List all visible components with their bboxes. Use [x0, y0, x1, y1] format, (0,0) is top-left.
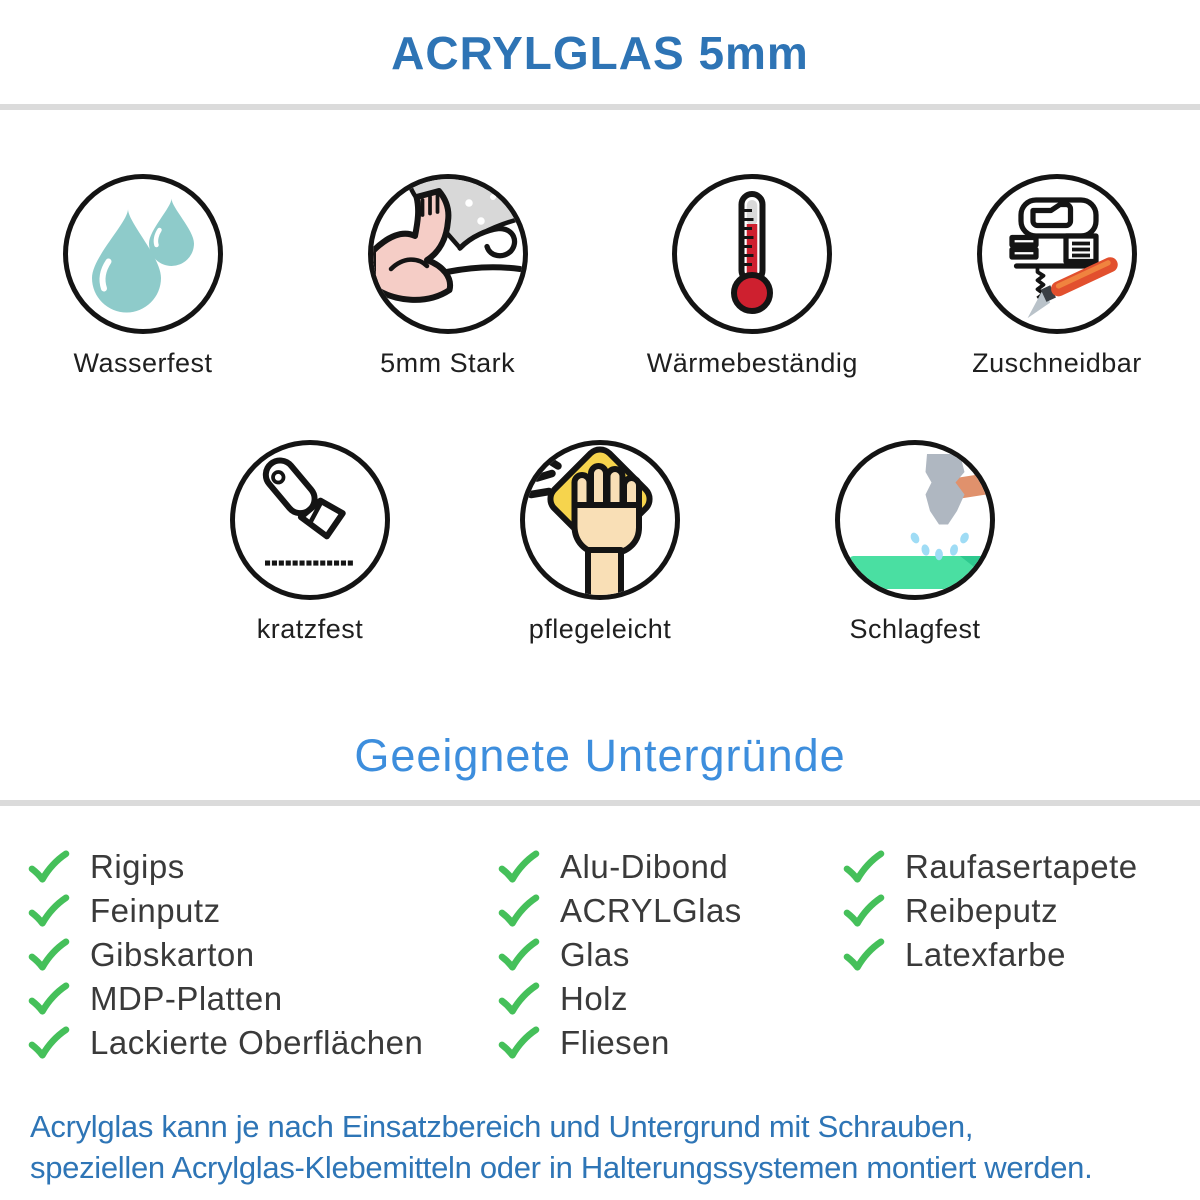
feature-label: Schlagfest — [849, 614, 981, 644]
feature-schlagfest: Schlagfest — [830, 440, 1000, 644]
substrate-item: Rigips — [28, 848, 498, 885]
feature-label: Wasserfest — [73, 348, 213, 378]
checkmark-icon — [498, 938, 540, 971]
substrate-item: Fliesen — [498, 1024, 843, 1061]
substrate-item: Reibeputz — [843, 892, 1200, 929]
substrate-label: Feinputz — [90, 892, 221, 929]
substrate-item: Raufasertapete — [843, 848, 1200, 885]
substrate-item: Alu-Dibond — [498, 848, 843, 885]
mounting-note-line-2: speziellen Acrylglas-Klebemitteln oder i… — [30, 1150, 1093, 1185]
substrate-label: Fliesen — [560, 1024, 670, 1061]
feature-label: 5mm Stark — [380, 348, 516, 378]
substrate-column-3: Raufasertapete Reibeputz Latexfarbe — [843, 848, 1200, 1070]
acrylglas-infographic: ACRYLGLAS 5mm Wasserfest — [0, 26, 1200, 1200]
feature-kratzfest: kratzfest — [225, 440, 395, 644]
divider-top — [0, 104, 1200, 110]
feature-label: Wärmebeständig — [646, 348, 858, 378]
feature-circle — [976, 174, 1137, 334]
substrate-item: Latexfarbe — [843, 936, 1200, 973]
checkmark-icon — [843, 850, 885, 883]
substrate-label: Lackierte Oberflächen — [90, 1024, 424, 1061]
feature-row-2: kratzfest pflegeleicht — [0, 440, 1200, 644]
feature-wasserfest: Wasserfest — [58, 174, 228, 378]
substrate-item: Feinputz — [28, 892, 498, 929]
substrate-item: Lackierte Oberflächen — [28, 1024, 498, 1061]
checkmark-icon — [28, 982, 70, 1015]
checkmark-icon — [498, 1026, 540, 1059]
substrate-label: Reibeputz — [905, 892, 1059, 929]
mounting-note-line-1: Acrylglas kann je nach Einsatzbereich un… — [30, 1109, 974, 1144]
checkmark-icon — [28, 1026, 70, 1059]
substrate-item: Glas — [498, 936, 843, 973]
substrate-label: MDP-Platten — [90, 980, 283, 1017]
feature-waermebestaendig: Wärmebeständig — [647, 174, 857, 378]
checkmark-icon — [843, 938, 885, 971]
feature-pflegeleicht: pflegeleicht — [515, 440, 685, 644]
substrate-item: Holz — [498, 980, 843, 1017]
water-drops-icon — [92, 198, 194, 313]
substrate-lists: Rigips Feinputz Gibskarton MDP-Platten L… — [0, 848, 1200, 1070]
feature-circle — [367, 174, 528, 334]
substrate-label: Holz — [560, 980, 629, 1017]
feature-circle — [672, 174, 833, 334]
feature-circle — [520, 440, 680, 600]
substrate-label: Raufasertapete — [905, 848, 1138, 885]
feature-row-1: Wasserfest 5mm Stark — [0, 174, 1200, 378]
substrate-item: MDP-Platten — [28, 980, 498, 1017]
substrate-column-2: Alu-Dibond ACRYLGlas Glas Holz Fliesen — [498, 848, 843, 1070]
substrate-label: Rigips — [90, 848, 185, 885]
substrate-column-1: Rigips Feinputz Gibskarton MDP-Platten L… — [28, 848, 498, 1070]
jigsaw-cutter-icon — [1009, 197, 1118, 319]
feature-label: Zuschneidbar — [972, 348, 1142, 378]
hammer-impact-icon — [849, 454, 990, 589]
muscle-strength-icon — [372, 179, 523, 303]
substrate-item: ACRYLGlas — [498, 892, 843, 929]
checkmark-icon — [498, 894, 540, 927]
substrate-label: Alu-Dibond — [560, 848, 729, 885]
feature-label: pflegeleicht — [528, 614, 672, 644]
divider-section — [0, 800, 1200, 806]
feature-5mm-stark: 5mm Stark — [363, 174, 533, 378]
checkmark-icon — [28, 894, 70, 927]
checkmark-icon — [498, 850, 540, 883]
utility-knife-icon — [262, 457, 353, 566]
checkmark-icon — [843, 894, 885, 927]
cleaning-hand-icon — [527, 446, 653, 595]
checkmark-icon — [498, 982, 540, 1015]
feature-circle — [835, 440, 995, 600]
substrate-label: Latexfarbe — [905, 936, 1066, 973]
substrate-label: ACRYLGlas — [560, 892, 742, 929]
feature-zuschneidbar: Zuschneidbar — [972, 174, 1142, 378]
section-title-untergruende: Geeignete Untergründe — [354, 730, 846, 781]
substrate-label: Glas — [560, 936, 630, 973]
page-title: ACRYLGLAS 5mm — [391, 27, 809, 79]
substrate-item: Gibskarton — [28, 936, 498, 973]
thermometer-icon — [731, 191, 774, 314]
feature-circle — [230, 440, 390, 600]
feature-circle — [63, 174, 223, 334]
mounting-note: Acrylglas kann je nach Einsatzbereich un… — [0, 1106, 1200, 1188]
substrate-label: Gibskarton — [90, 936, 255, 973]
checkmark-icon — [28, 850, 70, 883]
feature-label: kratzfest — [256, 614, 364, 644]
checkmark-icon — [28, 938, 70, 971]
